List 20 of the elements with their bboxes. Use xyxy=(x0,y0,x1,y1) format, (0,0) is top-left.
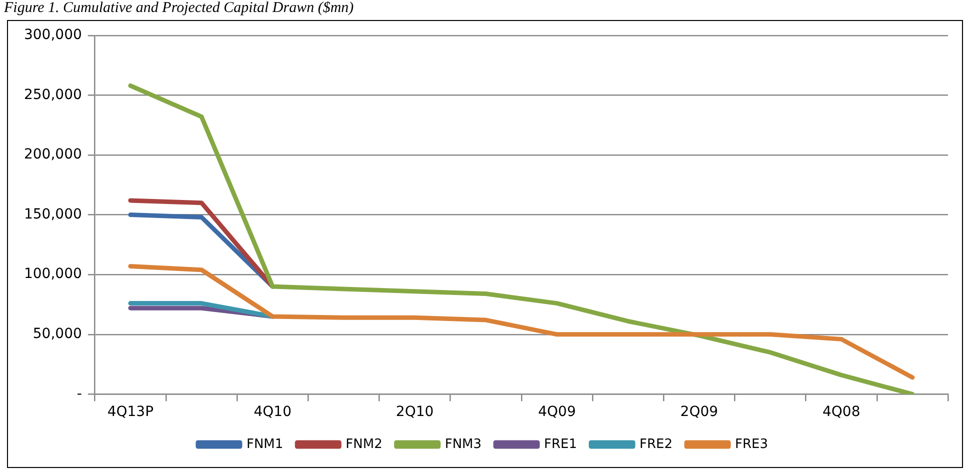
x-tick-label: 2Q09 xyxy=(680,404,718,420)
chart-title: Figure 1. Cumulative and Projected Capital Drawn ($mn) xyxy=(4,0,354,17)
legend-label: FRE1 xyxy=(544,436,578,452)
y-tick-label: 50,000 xyxy=(32,326,82,342)
y-tick-label: 150,000 xyxy=(24,206,82,222)
legend-label: FNM1 xyxy=(246,436,284,452)
y-tick-label: 250,000 xyxy=(24,86,82,103)
y-tick-label: 200,000 xyxy=(24,146,82,163)
x-tick-label: 2Q10 xyxy=(396,404,434,420)
legend-label: FNM3 xyxy=(444,436,482,452)
legend-label: FNM2 xyxy=(346,436,382,452)
x-tick-label: 4Q10 xyxy=(254,404,292,420)
y-tick-label: 300,000 xyxy=(24,27,82,44)
legend-label: FRE2 xyxy=(640,436,673,452)
x-tick-label: 4Q13P xyxy=(107,404,154,420)
legend-label: FRE3 xyxy=(735,436,768,452)
y-tick-label: 100,000 xyxy=(24,266,82,282)
x-tick-label: 4Q09 xyxy=(538,404,576,420)
y-tick-label: - xyxy=(76,386,82,402)
x-tick-label: 4Q08 xyxy=(822,404,860,420)
